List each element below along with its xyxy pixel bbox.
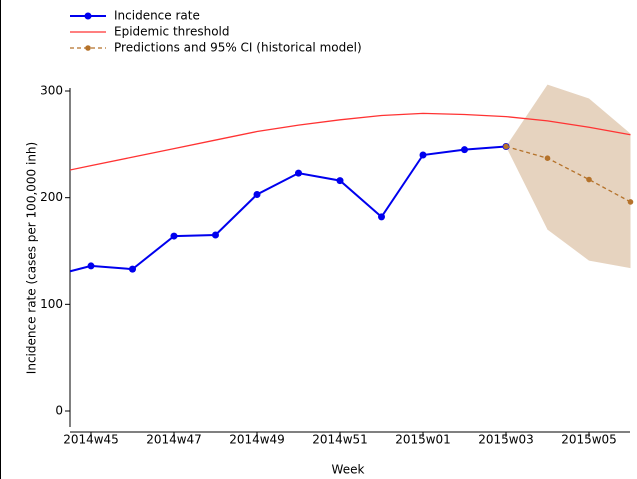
y-tick-label: 100 xyxy=(40,297,63,311)
legend-label: Incidence rate xyxy=(114,9,200,23)
series-point xyxy=(212,231,219,239)
series-point xyxy=(170,232,178,240)
series-point xyxy=(378,213,385,221)
legend-label: Epidemic threshold xyxy=(114,25,229,39)
series-point xyxy=(87,262,95,270)
series-point xyxy=(336,177,344,185)
x-tick-label: 2014w51 xyxy=(312,433,368,447)
series-point xyxy=(129,265,136,273)
series-point xyxy=(544,155,551,161)
x-tick-label: 2014w47 xyxy=(146,433,202,447)
series-point xyxy=(461,146,468,154)
series-line xyxy=(70,145,507,273)
x-tick-label: 2014w45 xyxy=(63,433,119,447)
x-axis-label: Week xyxy=(332,463,365,477)
series-point xyxy=(627,199,634,205)
plot-area xyxy=(46,84,634,280)
series-point xyxy=(586,176,592,183)
series-point xyxy=(46,273,53,280)
x-tick-label: 2015w03 xyxy=(478,433,534,447)
series-point xyxy=(419,151,427,159)
x-tick-label: 2015w01 xyxy=(395,433,451,447)
y-tick-label: 0 xyxy=(55,404,63,418)
series-point xyxy=(503,143,509,150)
y-tick-label: 200 xyxy=(40,190,63,204)
x-tick-label: 2014w49 xyxy=(229,433,285,447)
x-tick-label: 2015w05 xyxy=(561,433,617,447)
series-point xyxy=(295,169,302,177)
legend-label: Predictions and 95% CI (historical model… xyxy=(114,41,362,55)
y-axis-label: Incidence rate (cases per 100,000 inh) xyxy=(25,142,39,374)
series-line xyxy=(505,145,631,203)
legend-marker xyxy=(84,12,92,20)
ci-band xyxy=(506,84,631,269)
legend-marker xyxy=(85,45,91,51)
series-line xyxy=(70,112,631,171)
y-tick-label: 300 xyxy=(40,84,63,98)
series-point xyxy=(253,190,261,198)
